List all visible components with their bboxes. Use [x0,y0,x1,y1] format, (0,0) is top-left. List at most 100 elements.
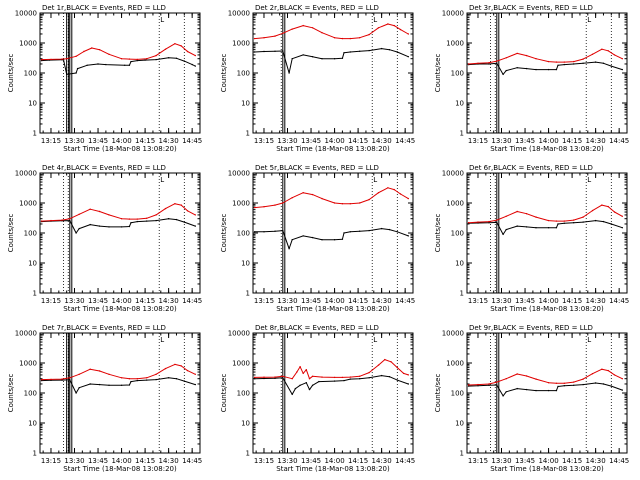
data-point [496,62,498,64]
data-point [311,375,314,377]
annotation-label: L [587,336,591,344]
x-tick-label: 13:30 [277,297,297,305]
data-point [311,27,314,29]
data-point [380,374,383,377]
y-tick-label: 100 [24,70,37,78]
y-tick-label: 1 [246,450,250,458]
data-point [467,222,470,224]
y-axis-label: Counts/sec [220,374,228,413]
x-tick-label: 14:45 [609,457,629,465]
data-point [343,379,345,382]
data-point [341,238,344,240]
data-point [525,388,528,391]
data-point [602,383,605,385]
data-point [607,50,609,52]
data-point [274,230,276,232]
data-point [607,369,609,372]
data-point [380,227,383,230]
data-point [146,379,148,381]
data-point [98,370,101,372]
x-axis-label: Start Time (18-Mar-08 13:08:20) [63,465,177,473]
data-point [183,221,185,223]
x-tick-label: 13:45 [301,297,321,305]
data-point [263,50,265,53]
x-tick-label: 14:15 [348,137,368,145]
data-point [69,379,71,381]
x-tick-label: 14:45 [395,137,415,145]
x-tick-label: 14:15 [135,457,155,465]
data-point [387,187,389,189]
data-point [263,37,265,39]
data-point [136,379,138,382]
x-tick-label: 14:00 [324,137,344,145]
data-point [305,369,307,371]
data-point [384,358,386,361]
y-tick-label: 1000 [446,200,464,208]
x-tick-label: 13:15 [41,457,61,465]
data-point [621,68,623,71]
data-point [321,197,323,200]
x-tick-label: 14:00 [111,297,131,305]
data-point [253,37,256,40]
data-point [291,393,293,396]
plot-frame [466,172,628,294]
data-point [120,226,123,228]
x-tick-label: 13:30 [491,457,511,465]
data-point [186,210,189,212]
data-point [333,376,336,379]
data-point [302,372,304,375]
panel-6: Det 6r,BLACK = Events, RED = LLD 1 10 100 10… [434,164,629,313]
y-tick-label: 10000 [15,330,37,338]
data-point [98,225,101,227]
data-point [311,193,314,196]
x-tick-label: 14:00 [538,137,558,145]
data-point [613,211,616,213]
data-point [78,387,80,389]
data-point [167,57,170,59]
data-point [377,364,380,366]
data-point [621,227,623,229]
data-point [167,218,170,220]
data-point [591,53,594,55]
data-point [194,373,196,375]
data-point [349,231,351,233]
annotation-label: L [587,176,591,184]
data-point [97,63,99,65]
data-point [393,188,395,191]
x-tick-label: 13:45 [88,457,108,465]
y-tick-label: 10 [241,100,250,108]
data-point [321,32,323,34]
data-point [594,382,597,384]
data-point [621,215,623,217]
data-point [602,220,605,223]
data-point [294,387,297,390]
data-point [175,378,178,380]
data-point [502,395,504,397]
data-point [288,72,290,74]
x-tick-label: 13:30 [491,137,511,145]
data-point [89,223,91,226]
data-point [341,376,344,379]
data-point [557,223,559,225]
data-point [89,368,91,370]
plot-frame [252,172,414,294]
x-tick-label: 13:15 [254,457,274,465]
data-point [274,376,276,378]
x-tick-label: 13:45 [515,297,535,305]
data-point [582,216,584,218]
x-tick-label: 14:45 [182,137,202,145]
panel-5: Det 5r,BLACK = Events, RED = LLD 1 10 100 10… [220,164,415,313]
x-tick-label: 14:45 [182,457,202,465]
data-point [333,202,336,204]
data-point [610,385,612,387]
data-point [98,383,101,386]
data-point [505,391,507,393]
x-tick-label: 13:15 [41,297,61,305]
data-point [263,231,265,233]
x-tick-label: 14:15 [135,137,155,145]
data-point [505,215,507,217]
data-point [164,207,167,210]
y-tick-label: 100 [451,70,464,78]
data-point [130,222,132,224]
data-point [333,239,336,241]
